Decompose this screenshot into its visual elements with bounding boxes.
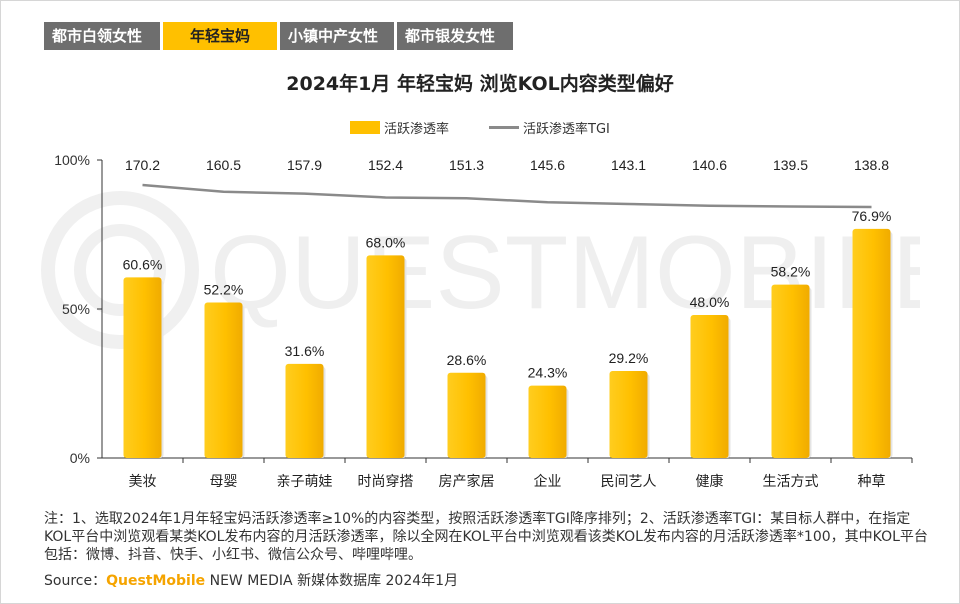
tgi-value-label: 160.5 xyxy=(206,157,241,173)
bar xyxy=(123,277,162,458)
bar xyxy=(366,255,405,458)
tgi-value-label: 170.2 xyxy=(125,157,160,173)
bar-value-label: 48.0% xyxy=(690,294,730,310)
bar-value-label: 28.6% xyxy=(447,352,487,368)
bar-value-label: 68.0% xyxy=(366,234,406,250)
bar-value-label: 76.9% xyxy=(852,208,892,224)
bar xyxy=(285,363,324,458)
bar xyxy=(852,228,891,458)
source-label: Source： xyxy=(44,573,107,589)
legend-line-label: 活跃渗透率TGI xyxy=(523,122,610,137)
y-tick-label: 50% xyxy=(62,301,90,317)
tgi-value-label: 140.6 xyxy=(692,157,727,173)
legend-line-swatch xyxy=(489,126,520,129)
x-category-label: 时尚穿搭 xyxy=(358,474,414,490)
x-category-label: 房产家居 xyxy=(439,473,495,490)
x-category-label: 生活方式 xyxy=(763,474,819,490)
tgi-value-label: 152.4 xyxy=(368,157,403,173)
x-category-label: 母婴 xyxy=(210,474,238,490)
bar-value-label: 29.2% xyxy=(609,350,649,366)
bar xyxy=(447,372,486,458)
source-line: Source：QuestMobile NEW MEDIA 新媒体数据库 2024… xyxy=(44,570,458,590)
chart-title: 2024年1月 年轻宝妈 浏览KOL内容类型偏好 xyxy=(286,73,674,95)
tgi-value-label: 139.5 xyxy=(773,157,808,173)
tab-urban-silver-hair[interactable]: 都市银发女性 xyxy=(397,22,513,50)
footnote: 注：1、选取2024年1月年轻宝妈活跃渗透率≥10%的内容类型，按照活跃渗透率T… xyxy=(44,511,928,563)
tgi-value-label: 157.9 xyxy=(287,157,322,173)
tab-small-town-middle-class[interactable]: 小镇中产女性 xyxy=(280,22,394,50)
bar xyxy=(204,302,243,458)
bar xyxy=(528,385,567,458)
bar-value-label: 31.6% xyxy=(285,343,325,359)
x-category-label: 亲子萌娃 xyxy=(277,474,333,490)
tgi-value-label: 151.3 xyxy=(449,157,484,173)
source-brand: QuestMobile xyxy=(106,573,206,589)
tab-urban-white-collar[interactable]: 都市白领女性 xyxy=(44,22,160,50)
chart-legend: 活跃渗透率 活跃渗透率TGI xyxy=(350,118,610,137)
bar-value-label: 58.2% xyxy=(771,264,811,280)
x-category-label: 企业 xyxy=(534,473,562,490)
bar-value-label: 52.2% xyxy=(204,281,244,297)
x-category-label: 种草 xyxy=(858,474,886,490)
legend-bar-label: 活跃渗透率 xyxy=(384,122,450,137)
source-detail: NEW MEDIA 新媒体数据库 2024年1月 xyxy=(205,573,459,589)
bar xyxy=(771,284,810,458)
tgi-value-label: 138.8 xyxy=(854,157,889,173)
legend-bar-swatch xyxy=(350,121,380,134)
x-category-label: 健康 xyxy=(696,473,724,490)
bar xyxy=(690,314,729,458)
tgi-value-label: 145.6 xyxy=(530,157,565,173)
x-category-label: 民间艺人 xyxy=(601,474,657,490)
y-tick-label: 100% xyxy=(54,152,90,168)
tab-young-mothers[interactable]: 年轻宝妈 xyxy=(163,22,277,50)
bar-value-label: 24.3% xyxy=(528,365,568,381)
segment-tabs: 都市白领女性 年轻宝妈 小镇中产女性 都市银发女性 xyxy=(44,22,513,50)
bar-value-label: 60.6% xyxy=(123,256,163,272)
y-tick-label: 0% xyxy=(70,450,90,466)
bar xyxy=(609,370,648,458)
tgi-line xyxy=(142,183,872,209)
tgi-value-label: 143.1 xyxy=(611,157,646,173)
x-category-label: 美妆 xyxy=(129,474,157,490)
